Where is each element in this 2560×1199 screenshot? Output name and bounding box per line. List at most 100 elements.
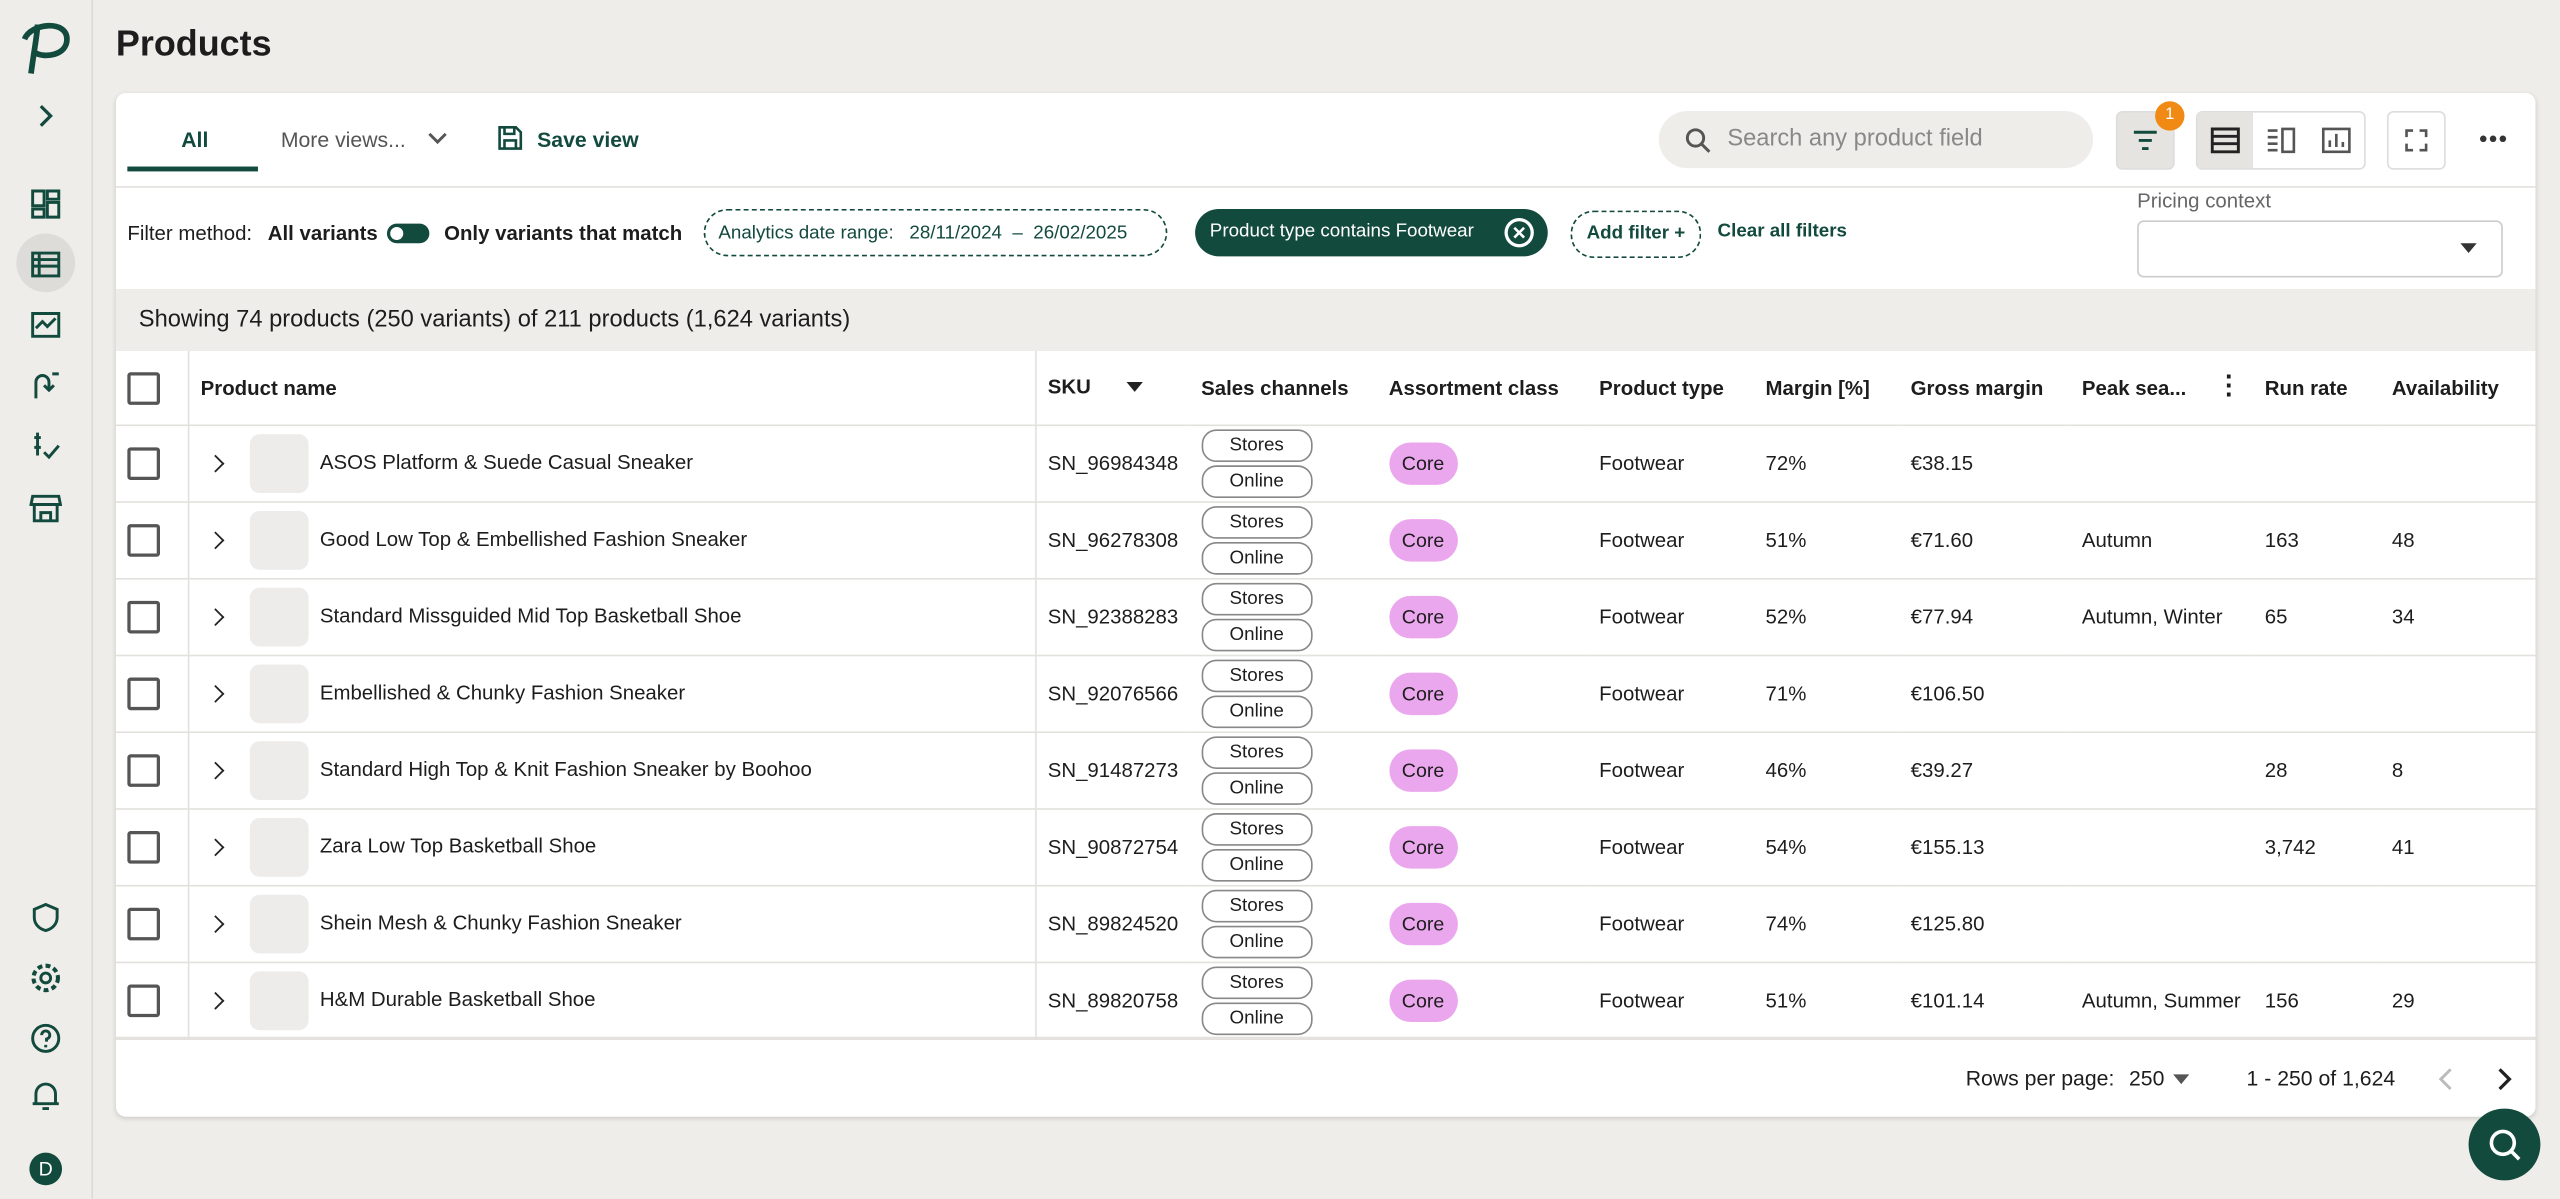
margin-cell: 51% xyxy=(1754,502,1899,579)
row-checkbox[interactable] xyxy=(127,524,160,557)
product-thumbnail xyxy=(250,818,309,877)
gross-margin-cell: €38.15 xyxy=(1899,425,2070,502)
add-filter[interactable]: Add filter + xyxy=(1571,211,1702,258)
expand-row[interactable] xyxy=(206,455,224,473)
channels-cell: StoresOnline xyxy=(1190,809,1378,886)
table-body: ASOS Platform & Suede Casual SneakerSN_9… xyxy=(116,425,2536,1039)
sku-cell: SN_96278308 xyxy=(1035,502,1189,579)
assortment-tag: Core xyxy=(1389,442,1458,484)
channel-pill: Stores xyxy=(1201,967,1312,1000)
product-thumbnail xyxy=(250,664,309,723)
column-header-text[interactable]: Product name xyxy=(201,376,337,399)
margin-cell: 52% xyxy=(1754,579,1899,656)
expand-row[interactable] xyxy=(206,915,224,933)
column-header-text[interactable]: Sales channels xyxy=(1201,376,1348,399)
nav-analytics[interactable] xyxy=(29,309,62,342)
clear-filters[interactable]: Clear all filters xyxy=(1718,222,1847,242)
row-checkbox[interactable] xyxy=(127,678,160,711)
nav-settings[interactable] xyxy=(29,962,62,995)
nav-store[interactable] xyxy=(29,491,62,524)
nav-price-check[interactable] xyxy=(29,429,62,462)
nav-security[interactable] xyxy=(29,901,62,934)
expand-sidebar[interactable] xyxy=(29,100,62,133)
product-thumbnail xyxy=(250,741,309,800)
margin-cell: 72% xyxy=(1754,425,1899,502)
split-icon[interactable] xyxy=(2266,127,2295,153)
save-view[interactable]: Save view xyxy=(537,127,638,151)
channel-pill: Stores xyxy=(1201,429,1312,462)
column-header: Run rate xyxy=(2253,351,2380,425)
product-row: Embellished & Chunky Fashion SneakerSN_9… xyxy=(116,656,2536,733)
name-cell: Embellished & Chunky Fashion Sneaker xyxy=(188,656,1035,733)
active-filter-chip[interactable]: Product type contains Footwear xyxy=(1195,209,1548,256)
peak-cell xyxy=(2071,886,2254,963)
sku-cell: SN_90872754 xyxy=(1035,809,1189,886)
column-header-text[interactable]: Assortment class xyxy=(1389,376,1559,399)
pricing-context-select[interactable] xyxy=(2137,220,2503,277)
next-page[interactable] xyxy=(2496,1068,2512,1091)
date-range-chip[interactable]: Analytics date range: 28/11/2024 – 26/02… xyxy=(704,209,1168,256)
column-header-text[interactable]: Peak sea... xyxy=(2082,376,2186,399)
channel-pill: Online xyxy=(1201,465,1312,498)
run-rate-cell: 65 xyxy=(2253,579,2380,656)
row-checkbox[interactable] xyxy=(127,754,160,787)
nav-help[interactable] xyxy=(29,1022,62,1055)
expand-row[interactable] xyxy=(206,992,224,1010)
support-chat[interactable] xyxy=(2469,1109,2541,1181)
expand-row[interactable] xyxy=(206,532,224,550)
checkbox-cell xyxy=(116,886,188,963)
search-box[interactable]: Search any product field xyxy=(1659,111,2093,168)
all-variants: All variants xyxy=(268,222,378,245)
page-title: Products xyxy=(116,23,272,65)
expand-row[interactable] xyxy=(206,838,224,856)
product-row: Good Low Top & Embellished Fashion Sneak… xyxy=(116,502,2536,579)
channel-pill: Stores xyxy=(1201,660,1312,693)
remove-filter[interactable] xyxy=(1504,217,1535,248)
pagination: Rows per page: 250 1 - 250 of 1,624 xyxy=(116,1037,2536,1117)
column-menu[interactable]: ⋮ xyxy=(2216,376,2242,396)
product-name: Embellished & Chunky Fashion Sneaker xyxy=(320,681,685,704)
prev-page[interactable] xyxy=(2438,1068,2454,1091)
variant-switch[interactable] xyxy=(387,224,429,244)
column-header-text[interactable]: Product type xyxy=(1599,376,1724,399)
column-header: Assortment class xyxy=(1377,351,1587,425)
avatar[interactable]: D xyxy=(29,1153,62,1186)
column-header-text[interactable]: Availability xyxy=(2392,376,2499,399)
column-header-text[interactable]: Margin [%] xyxy=(1766,376,1870,399)
nav-pricing[interactable] xyxy=(29,369,62,402)
column-header: Product type xyxy=(1588,351,1754,425)
checkbox-cell xyxy=(116,962,188,1039)
name-cell: Standard High Top & Knit Fashion Sneaker… xyxy=(188,732,1035,809)
tab-all[interactable]: All xyxy=(181,127,208,151)
gross-margin-cell: €125.80 xyxy=(1899,886,2070,963)
column-header-text[interactable]: SKU xyxy=(1048,376,1091,399)
nav-dashboard[interactable] xyxy=(29,188,62,221)
expand-row[interactable] xyxy=(206,608,224,626)
column-header-text[interactable]: Run rate xyxy=(2265,376,2348,399)
gross-margin-cell: €71.60 xyxy=(1899,502,2070,579)
row-checkbox[interactable] xyxy=(127,831,160,864)
more-menu[interactable] xyxy=(2478,132,2507,145)
column-header-text[interactable]: Gross margin xyxy=(1911,376,2044,399)
row-checkbox[interactable] xyxy=(127,601,160,634)
row-checkbox[interactable] xyxy=(127,908,160,941)
channel-pill: Stores xyxy=(1201,813,1312,846)
expand-row[interactable] xyxy=(206,762,224,780)
rows-per-page-value[interactable]: 250 xyxy=(2129,1066,2164,1090)
tab-more-views[interactable]: More views... xyxy=(281,127,406,151)
column-header: Sales channels xyxy=(1190,351,1378,425)
nav-notifications[interactable] xyxy=(29,1079,62,1112)
margin-cell: 51% xyxy=(1754,962,1899,1039)
channel-pill: Online xyxy=(1201,926,1312,959)
product-name: Shein Mesh & Chunky Fashion Sneaker xyxy=(320,912,682,935)
row-checkbox[interactable] xyxy=(127,447,160,480)
assortment-cell: Core xyxy=(1377,732,1587,809)
row-checkbox[interactable] xyxy=(127,984,160,1017)
run-rate-cell xyxy=(2253,656,2380,733)
nav-products[interactable] xyxy=(29,248,62,281)
channel-pill: Online xyxy=(1201,849,1312,882)
select-all-checkbox[interactable] xyxy=(127,371,160,404)
fullscreen-button[interactable] xyxy=(2387,111,2446,170)
expand-row[interactable] xyxy=(206,685,224,703)
chart-icon[interactable] xyxy=(2322,127,2351,153)
